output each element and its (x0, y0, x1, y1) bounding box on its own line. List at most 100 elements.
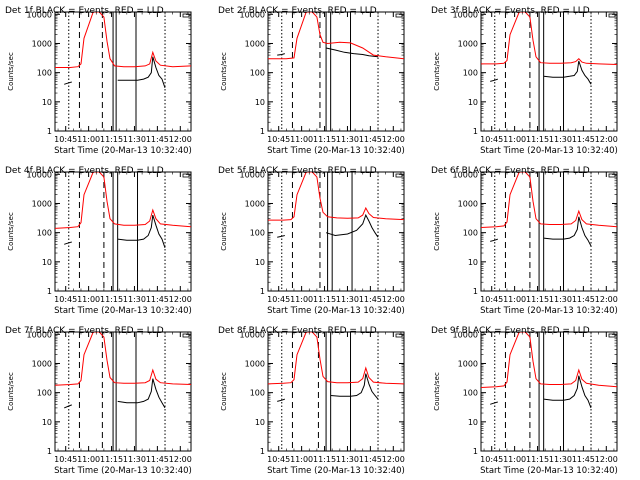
panel-det-1: 1 10 100 1000 10000 10:45 11:00 11:15 11:30 11:45… (5, 6, 192, 156)
panel-det-3: 1 10 100 1000 10000 10:45 11:00 11:15 11:30 11:45… (431, 6, 618, 156)
corner-mark (608, 333, 616, 338)
panel-title: Det 4f BLACK = Events, RED = LLD (5, 166, 164, 176)
events-series-line (64, 81, 72, 85)
panel-title: Det 6f BLACK = Events, RED = LLD (431, 166, 590, 176)
plot-frame (267, 171, 405, 292)
plot-frame (267, 11, 405, 132)
events-series-line (490, 238, 498, 242)
y-tick-label: 10000 (453, 170, 478, 179)
x-tick-label: 12:00 (595, 135, 618, 144)
panel-det-2: 1 10 100 1000 10000 10:45 11:00 11:15 11:30 11:45… (218, 6, 405, 156)
events-series-line (64, 241, 72, 245)
events-series-line (325, 47, 379, 58)
x-tick-label: 11:15 (526, 295, 549, 304)
lld-series-line (268, 172, 404, 221)
y-tick-label: 1 (473, 447, 478, 456)
x-tick-label: 11:00 (503, 455, 526, 464)
x-axis-label: Start Time (20-Mar-13 10:32:40) (267, 146, 405, 156)
x-tick-label: 11:45 (359, 455, 382, 464)
corner-mark (395, 13, 403, 18)
x-tick-label: 12:00 (382, 455, 405, 464)
panel-det-5: 1 10 100 1000 10000 10:45 11:00 11:15 11:30 11:45… (218, 166, 405, 316)
x-tick-label: 11:30 (336, 135, 359, 144)
x-tick-label: 11:15 (526, 455, 549, 464)
y-tick-label: 1 (260, 127, 265, 136)
x-tick-label: 12:00 (169, 295, 192, 304)
y-tick-label: 1 (473, 287, 478, 296)
y-tick-label: 100 (463, 229, 478, 238)
panel-title: Det 7f BLACK = Events, RED = LLD (5, 326, 164, 336)
x-tick-label: 11:15 (100, 295, 123, 304)
y-tick-label: 1 (260, 287, 265, 296)
y-tick-label: 10000 (27, 170, 52, 179)
y-tick-label: 1 (47, 287, 52, 296)
y-tick-label: 1000 (32, 359, 52, 368)
y-axis-label: Counts/sec (220, 212, 228, 251)
corner-mark (608, 13, 616, 18)
plot-frame (480, 11, 618, 132)
y-tick-label: 100 (250, 69, 265, 78)
y-tick-label: 100 (37, 389, 52, 398)
x-tick-label: 12:00 (169, 455, 192, 464)
x-axis-label: Start Time (20-Mar-13 10:32:40) (480, 466, 618, 476)
lld-series-line (55, 332, 191, 386)
plot-frame (54, 11, 192, 132)
panel-title: Det 2f BLACK = Events, RED = LLD (218, 6, 377, 16)
x-axis-label: Start Time (20-Mar-13 10:32:40) (267, 306, 405, 316)
y-tick-label: 10000 (453, 10, 478, 19)
panel-det-6: 1 10 100 1000 10000 10:45 11:00 11:15 11:30 11:45… (431, 166, 618, 316)
y-tick-label: 10 (468, 258, 478, 267)
x-tick-label: 10:45 (267, 455, 290, 464)
panel-title: Det 8f BLACK = Events, RED = LLD (218, 326, 377, 336)
y-tick-label: 100 (37, 229, 52, 238)
lld-series-line (55, 172, 191, 229)
y-tick-label: 100 (250, 389, 265, 398)
x-tick-label: 12:00 (595, 455, 618, 464)
corner-mark (182, 173, 190, 178)
y-tick-label: 10 (255, 418, 265, 427)
events-series-line (330, 373, 379, 400)
lld-series-line (55, 12, 191, 68)
x-tick-label: 11:30 (123, 135, 146, 144)
lld-series-line (268, 12, 404, 60)
x-tick-label: 11:00 (290, 135, 313, 144)
plot-frame (54, 331, 192, 452)
panel-det-7: 1 10 100 1000 10000 10:45 11:00 11:15 11:30 11:45… (5, 326, 192, 476)
x-tick-label: 11:30 (549, 295, 572, 304)
x-tick-label: 11:15 (100, 135, 123, 144)
y-tick-label: 1000 (458, 39, 478, 48)
panel-det-8: 1 10 100 1000 10000 10:45 11:00 11:15 11:30 11:45… (218, 326, 405, 476)
x-tick-label: 10:45 (54, 135, 77, 144)
x-tick-label: 11:30 (336, 295, 359, 304)
events-series-line (117, 56, 166, 89)
y-tick-label: 100 (463, 389, 478, 398)
y-tick-label: 10 (468, 418, 478, 427)
y-axis-label: Counts/sec (220, 372, 228, 411)
y-tick-label: 10000 (453, 330, 478, 339)
y-tick-label: 10000 (27, 330, 52, 339)
x-tick-label: 11:15 (313, 135, 336, 144)
lld-series-line (481, 172, 617, 228)
plot-frame (480, 331, 618, 452)
panel-title: Det 3f BLACK = Events, RED = LLD (431, 6, 590, 16)
x-tick-label: 11:30 (123, 295, 146, 304)
x-tick-label: 10:45 (267, 295, 290, 304)
plot-frame (480, 171, 618, 292)
x-tick-label: 11:00 (503, 295, 526, 304)
lld-series-line (268, 332, 404, 385)
events-series-line (277, 398, 285, 402)
x-tick-label: 11:45 (572, 455, 595, 464)
events-series-line (543, 60, 592, 85)
plot-frame (54, 171, 192, 292)
x-tick-label: 11:30 (123, 455, 146, 464)
x-tick-label: 11:00 (290, 455, 313, 464)
x-tick-label: 11:30 (336, 455, 359, 464)
x-tick-label: 11:30 (549, 455, 572, 464)
corner-mark (395, 173, 403, 178)
x-tick-label: 12:00 (595, 295, 618, 304)
y-tick-label: 1000 (245, 199, 265, 208)
x-tick-label: 11:15 (313, 295, 336, 304)
events-series-line (277, 235, 285, 238)
events-series-line (543, 216, 592, 247)
x-axis-label: Start Time (20-Mar-13 10:32:40) (54, 146, 192, 156)
